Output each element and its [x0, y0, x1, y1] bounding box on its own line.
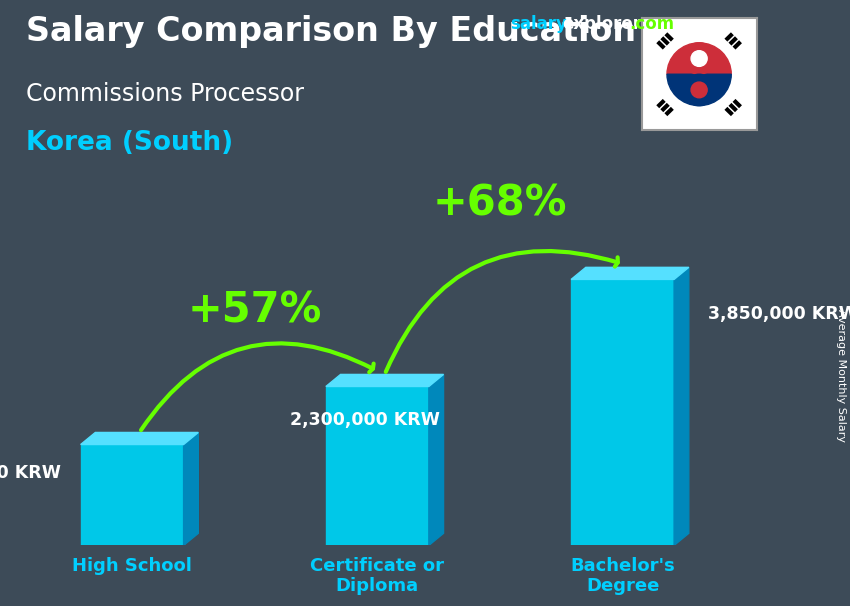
Text: +68%: +68%: [433, 182, 567, 224]
Text: explorer: explorer: [563, 15, 642, 33]
Text: 3,850,000 KRW: 3,850,000 KRW: [708, 305, 850, 323]
Text: Commissions Processor: Commissions Processor: [26, 82, 303, 106]
Bar: [81, 445, 184, 545]
Circle shape: [691, 51, 707, 67]
Text: Average Monthly Salary: Average Monthly Salary: [836, 309, 846, 442]
Polygon shape: [571, 267, 688, 279]
Polygon shape: [674, 267, 689, 545]
Text: 1,460,000 KRW: 1,460,000 KRW: [0, 464, 61, 482]
Wedge shape: [667, 43, 731, 75]
Polygon shape: [184, 433, 198, 545]
Text: 2,300,000 KRW: 2,300,000 KRW: [290, 411, 440, 428]
Polygon shape: [429, 375, 444, 545]
Text: salary: salary: [510, 15, 567, 33]
Wedge shape: [667, 75, 731, 105]
Bar: [326, 387, 429, 545]
Text: .com: .com: [629, 15, 674, 33]
Circle shape: [683, 75, 715, 105]
Bar: [571, 279, 674, 545]
Polygon shape: [81, 433, 198, 445]
Text: Salary Comparison By Education: Salary Comparison By Education: [26, 15, 636, 48]
Text: +57%: +57%: [188, 290, 322, 331]
Text: Korea (South): Korea (South): [26, 130, 233, 156]
Polygon shape: [326, 375, 444, 387]
Circle shape: [691, 82, 707, 98]
Circle shape: [683, 43, 715, 75]
